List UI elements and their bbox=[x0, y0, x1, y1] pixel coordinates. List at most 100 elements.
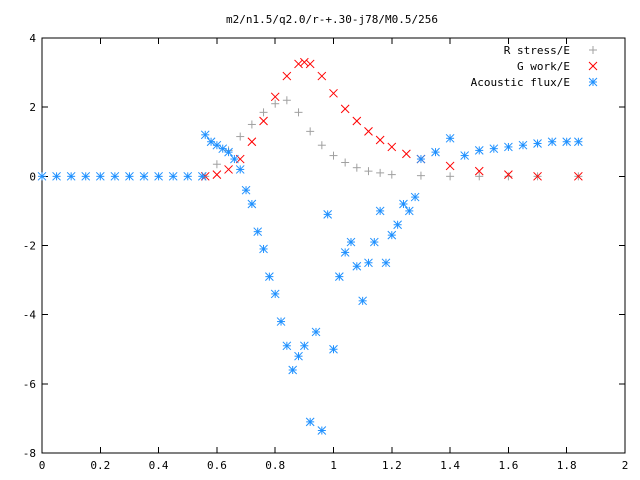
data-point bbox=[259, 108, 268, 117]
data-point bbox=[416, 171, 425, 180]
data-point bbox=[504, 170, 513, 179]
data-point bbox=[387, 230, 397, 240]
data-point bbox=[474, 166, 484, 176]
data-point bbox=[299, 57, 309, 67]
data-point bbox=[402, 149, 411, 159]
legend: R stress/E G work/E Acoustic flux/E bbox=[471, 44, 598, 89]
data-point bbox=[259, 244, 268, 254]
data-point bbox=[282, 341, 292, 351]
data-point bbox=[375, 206, 385, 216]
data-point bbox=[110, 171, 120, 181]
data-point bbox=[410, 192, 420, 202]
data-point bbox=[381, 258, 391, 268]
data-point bbox=[247, 199, 257, 209]
data-point bbox=[154, 171, 163, 181]
data-point bbox=[218, 144, 228, 154]
data-point bbox=[276, 317, 286, 326]
data-point bbox=[533, 139, 542, 148]
series-0 bbox=[201, 96, 583, 181]
y-tick-label: 0 bbox=[29, 170, 36, 183]
data-point bbox=[329, 344, 338, 354]
data-point bbox=[265, 272, 274, 281]
y-tick-label: -4 bbox=[23, 309, 37, 322]
data-point bbox=[125, 171, 134, 181]
data-point bbox=[352, 163, 361, 172]
data-point bbox=[562, 137, 572, 147]
data-point bbox=[399, 199, 408, 209]
data-point bbox=[317, 141, 326, 150]
chart-title: m2/n1.5/q2.0/r-+.30-j78/M0.5/256 bbox=[226, 13, 438, 26]
y-tick-label: -2 bbox=[23, 240, 36, 253]
data-point bbox=[200, 130, 210, 140]
data-point bbox=[66, 171, 76, 181]
y-tick-label: -6 bbox=[23, 378, 36, 391]
data-point bbox=[317, 71, 327, 81]
data-point bbox=[375, 135, 385, 145]
data-point bbox=[364, 167, 373, 176]
x-tick-label: 0.8 bbox=[265, 459, 285, 472]
x-tick-label: 2 bbox=[622, 459, 629, 472]
legend-label: R stress/E bbox=[504, 44, 570, 57]
x-tick-label: 1.8 bbox=[557, 459, 577, 472]
data-point bbox=[340, 104, 350, 114]
data-point bbox=[206, 137, 216, 147]
data-point bbox=[387, 142, 397, 152]
data-point bbox=[299, 341, 309, 351]
legend-marker bbox=[589, 46, 597, 54]
data-point bbox=[547, 137, 557, 147]
data-point bbox=[393, 220, 402, 230]
data-point bbox=[533, 171, 542, 181]
data-point bbox=[224, 165, 233, 174]
data-point bbox=[305, 417, 315, 427]
x-tick-label: 0.6 bbox=[207, 459, 227, 472]
data-point bbox=[352, 116, 362, 126]
x-tick-label: 1.2 bbox=[382, 459, 402, 472]
data-point bbox=[346, 237, 356, 247]
data-point bbox=[504, 142, 513, 152]
data-point bbox=[139, 171, 149, 181]
x-tick-label: 0.2 bbox=[90, 459, 110, 472]
plot-frame bbox=[41, 37, 626, 454]
data-point bbox=[334, 272, 344, 281]
data-point bbox=[416, 154, 426, 164]
data-point bbox=[288, 365, 298, 375]
data-point bbox=[197, 171, 207, 181]
series-2 bbox=[37, 130, 583, 435]
data-point bbox=[574, 171, 583, 181]
legend-marker bbox=[588, 77, 598, 87]
y-tick-label: 4 bbox=[29, 32, 36, 45]
data-point bbox=[183, 171, 193, 181]
data-point bbox=[271, 99, 280, 108]
data-point bbox=[518, 140, 528, 150]
legend-label: G work/E bbox=[517, 60, 570, 73]
axis-ticks: 0 0.2 0.4 0.6 0.8 1 1.2 1.4 1.6 1.8 2 -8 -6 -4 -2 0 2 4 bbox=[23, 32, 629, 472]
data-point bbox=[282, 71, 292, 81]
series-marks bbox=[37, 57, 583, 435]
data-point bbox=[323, 210, 333, 219]
data-point bbox=[475, 172, 484, 181]
data-point bbox=[352, 261, 362, 271]
x-tick-label: 1.6 bbox=[498, 459, 518, 472]
data-point bbox=[404, 206, 414, 216]
data-point bbox=[294, 108, 303, 117]
data-point bbox=[241, 185, 251, 195]
y-tick-label: -8 bbox=[23, 447, 36, 460]
data-point bbox=[37, 171, 47, 181]
x-tick-label: 1 bbox=[330, 459, 337, 472]
data-point bbox=[431, 147, 440, 157]
data-point bbox=[445, 161, 455, 171]
y-tick-label: 2 bbox=[29, 101, 36, 114]
data-point bbox=[212, 170, 222, 179]
data-point bbox=[364, 258, 373, 268]
x-tick-label: 0.4 bbox=[149, 459, 169, 472]
data-point bbox=[364, 127, 373, 136]
data-point bbox=[282, 96, 291, 105]
data-point bbox=[341, 158, 350, 167]
legend-marker bbox=[588, 61, 598, 71]
data-point bbox=[270, 289, 280, 299]
data-point bbox=[235, 165, 245, 174]
data-point bbox=[446, 172, 455, 181]
data-point bbox=[259, 116, 268, 126]
data-point bbox=[212, 140, 222, 150]
data-point bbox=[340, 248, 350, 257]
